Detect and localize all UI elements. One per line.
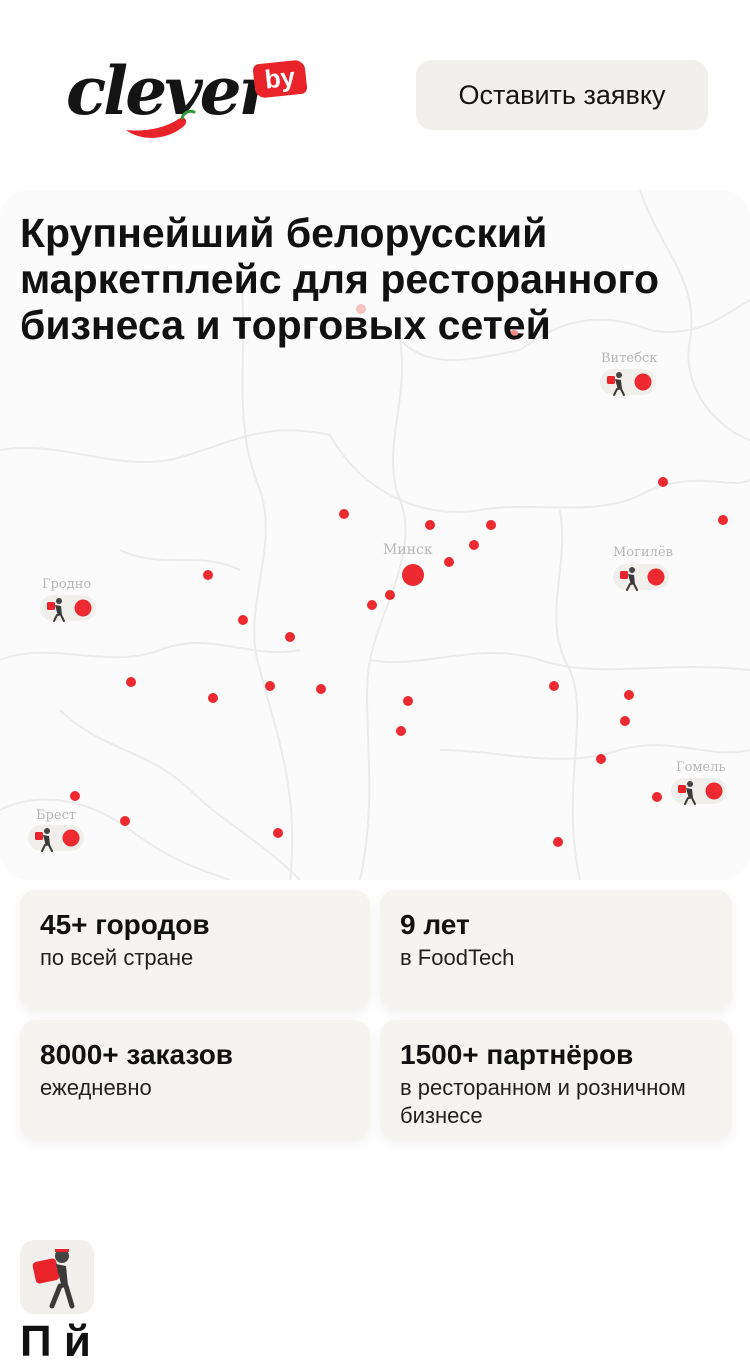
location-dot — [596, 754, 606, 764]
location-dot — [385, 590, 395, 600]
stat-card-cities: 45+ городов по всей стране — [20, 890, 370, 1010]
courier-icon — [20, 1240, 94, 1314]
clever-logo[interactable]: clever by — [64, 44, 314, 148]
location-dot — [549, 681, 559, 691]
location-dot — [339, 509, 349, 519]
location-dot — [356, 304, 366, 314]
location-dot — [238, 615, 248, 625]
location-dot — [265, 681, 275, 691]
stat-card-years: 9 лет в FoodTech — [380, 890, 732, 1010]
location-dot — [620, 716, 630, 726]
location-dot — [316, 684, 326, 694]
stat-caption: по всей стране — [40, 945, 194, 970]
location-dot — [273, 828, 283, 838]
location-dot — [652, 792, 662, 802]
location-dot — [120, 816, 130, 826]
stat-value: 9 лет — [400, 909, 470, 940]
courier-marker-icon — [671, 778, 727, 805]
stat-caption: в ресторанном и розничном бизнесе — [400, 1075, 686, 1128]
location-dot — [396, 726, 406, 736]
location-dot — [126, 677, 136, 687]
courier-marker-icon — [28, 825, 84, 852]
courier-marker-icon — [40, 595, 96, 622]
city-label: Брест — [36, 808, 76, 823]
belarus-map: Витебск Минск Могилёв Гродно Брест Гомел… — [0, 190, 750, 880]
logo-wordmark: clever — [66, 52, 273, 130]
leave-request-button[interactable]: Оставить заявку — [416, 60, 708, 130]
courier-marker-icon — [613, 564, 669, 591]
location-dot — [444, 557, 454, 567]
location-dot — [367, 600, 377, 610]
chili-pepper-icon — [126, 109, 196, 138]
location-dot — [469, 540, 479, 550]
section-title: П й — [20, 1317, 91, 1366]
stat-value: 1500+ партнёров — [400, 1039, 634, 1070]
location-dot — [624, 690, 634, 700]
location-dot — [402, 564, 424, 586]
courier-marker-icon — [600, 369, 656, 396]
stat-value: 45+ городов — [40, 909, 210, 940]
city-label: Минск — [383, 542, 433, 558]
location-dot — [208, 693, 218, 703]
stat-card-orders: 8000+ заказов ежедневно — [20, 1020, 370, 1140]
logo-badge: by — [252, 59, 308, 99]
city-label: Могилёв — [613, 545, 673, 560]
location-dot — [486, 520, 496, 530]
location-dot — [425, 520, 435, 530]
location-dot — [658, 477, 668, 487]
hero-map-card: Витебск Минск Могилёв Гродно Брест Гомел… — [0, 190, 750, 880]
city-label: Гродно — [42, 577, 91, 592]
hero-title: Крупнейший белорусский маркетплейс для р… — [20, 210, 660, 348]
location-dot — [70, 791, 80, 801]
location-dot — [509, 330, 519, 340]
stat-card-partners: 1500+ партнёров в ресторанном и рознично… — [380, 1020, 732, 1140]
city-label: Витебск — [601, 351, 657, 366]
location-dot — [203, 570, 213, 580]
stat-caption: ежедневно — [40, 1075, 152, 1100]
location-dot — [403, 696, 413, 706]
stat-value: 8000+ заказов — [40, 1039, 234, 1070]
location-dot — [718, 515, 728, 525]
stat-caption: в FoodTech — [400, 945, 515, 970]
location-dot — [553, 837, 563, 847]
location-dot — [285, 632, 295, 642]
city-label: Гомель — [676, 760, 726, 775]
